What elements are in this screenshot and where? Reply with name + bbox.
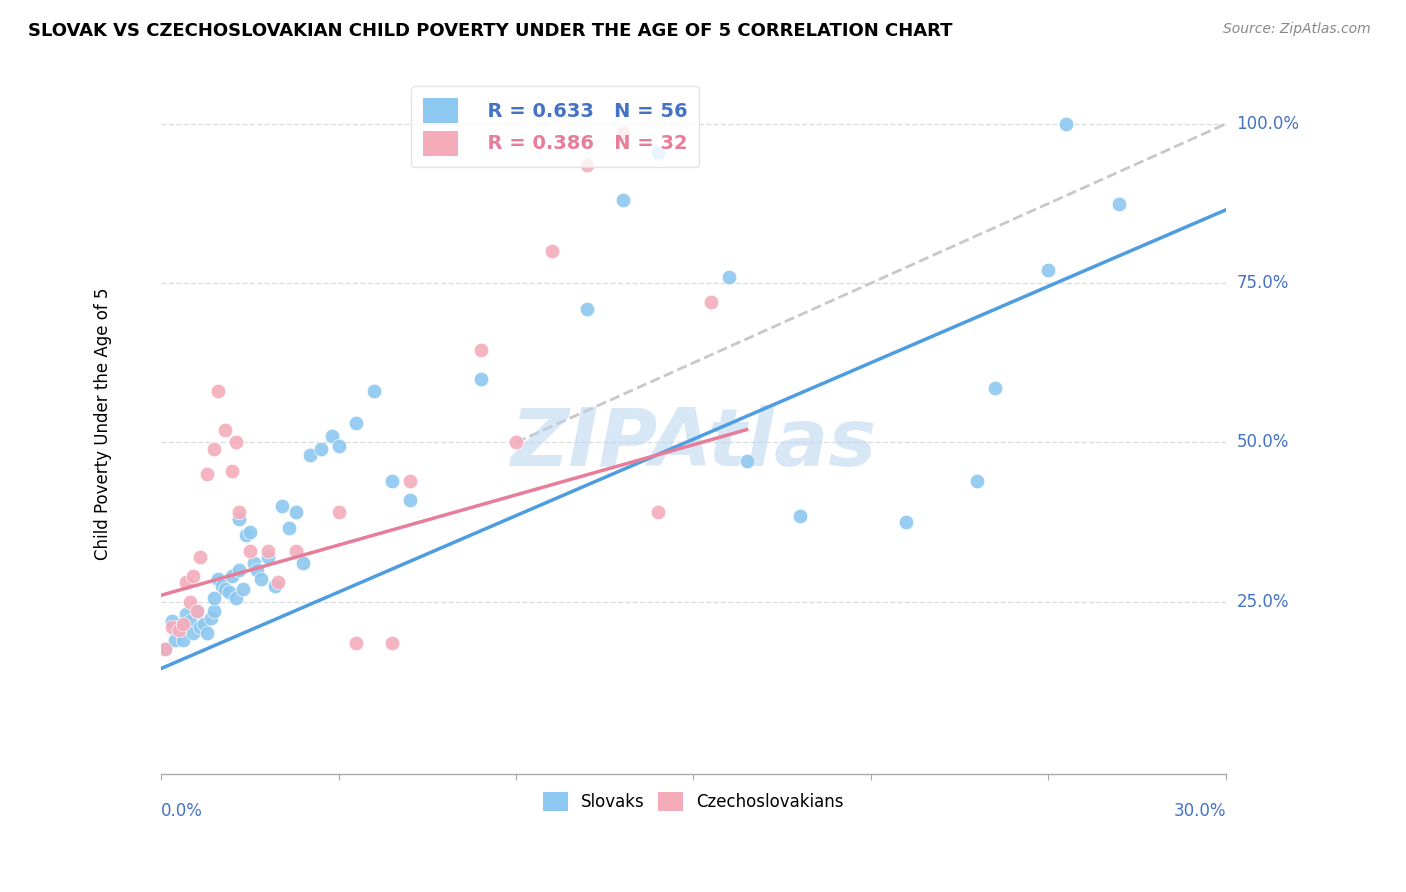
Point: [197, 467, 219, 482]
Point: [344, 417, 367, 431]
Point: [896, 515, 918, 529]
Point: [221, 569, 243, 583]
Point: [239, 543, 262, 558]
Text: SLOVAK VS CZECHOSLOVAKIAN CHILD POVERTY UNDER THE AGE OF 5 CORRELATION CHART: SLOVAK VS CZECHOSLOVAKIAN CHILD POVERTY …: [28, 22, 953, 40]
Point: [193, 616, 215, 631]
Point: [207, 384, 229, 399]
Point: [1038, 263, 1060, 277]
Point: [647, 505, 669, 519]
Point: [256, 543, 278, 558]
Point: [470, 343, 492, 357]
Text: Child Poverty Under the Age of 5: Child Poverty Under the Age of 5: [94, 287, 111, 559]
Point: [612, 127, 634, 141]
Point: [204, 591, 226, 606]
Point: [228, 512, 250, 526]
Text: 75.0%: 75.0%: [1236, 274, 1289, 293]
Point: [179, 614, 201, 628]
Point: [186, 604, 208, 618]
Point: [576, 158, 599, 172]
Point: [235, 527, 257, 541]
Point: [214, 423, 236, 437]
Point: [700, 295, 723, 310]
Point: [612, 194, 634, 208]
Point: [242, 557, 264, 571]
Point: [576, 301, 599, 316]
Point: [181, 569, 204, 583]
Point: [505, 435, 527, 450]
Point: [292, 557, 315, 571]
Point: [211, 579, 233, 593]
Point: [228, 563, 250, 577]
Point: [181, 626, 204, 640]
Point: [278, 521, 301, 535]
Point: [186, 604, 208, 618]
Point: [789, 508, 811, 523]
Point: [153, 642, 176, 657]
Point: [188, 620, 211, 634]
Point: [717, 269, 740, 284]
Text: 25.0%: 25.0%: [1236, 592, 1289, 611]
Point: [207, 572, 229, 586]
Point: [1054, 117, 1077, 131]
Point: [249, 572, 271, 586]
Point: [167, 620, 190, 634]
Point: [225, 591, 247, 606]
Point: [381, 636, 404, 650]
Point: [214, 582, 236, 596]
Legend: Slovaks, Czechoslovakians: Slovaks, Czechoslovakians: [536, 785, 851, 818]
Point: [218, 585, 240, 599]
Point: [470, 372, 492, 386]
Point: [735, 454, 758, 468]
Point: [246, 563, 269, 577]
Point: [363, 384, 385, 399]
Point: [540, 244, 562, 259]
Point: [174, 607, 197, 622]
Point: [328, 505, 350, 519]
Point: [381, 474, 404, 488]
Point: [197, 626, 219, 640]
Point: [160, 614, 183, 628]
Text: 30.0%: 30.0%: [1173, 802, 1226, 820]
Point: [263, 579, 285, 593]
Text: 100.0%: 100.0%: [1236, 115, 1299, 133]
Text: 0.0%: 0.0%: [162, 802, 202, 820]
Point: [165, 632, 187, 647]
Point: [239, 524, 262, 539]
Point: [172, 632, 194, 647]
Point: [321, 429, 343, 443]
Point: [204, 604, 226, 618]
Point: [172, 616, 194, 631]
Point: [1108, 196, 1130, 211]
Point: [225, 435, 247, 450]
Point: [267, 575, 290, 590]
Point: [285, 505, 308, 519]
Point: [174, 575, 197, 590]
Point: [285, 543, 308, 558]
Point: [299, 448, 322, 462]
Point: [344, 636, 367, 650]
Point: [221, 464, 243, 478]
Point: [232, 582, 254, 596]
Text: Source: ZipAtlas.com: Source: ZipAtlas.com: [1223, 22, 1371, 37]
Point: [188, 549, 211, 564]
Point: [228, 505, 250, 519]
Text: ZIPAtlas: ZIPAtlas: [510, 405, 876, 483]
Point: [270, 499, 292, 513]
Point: [647, 145, 669, 160]
Point: [179, 594, 201, 608]
Point: [160, 620, 183, 634]
Point: [1320, 636, 1343, 650]
Point: [984, 381, 1007, 395]
Point: [398, 492, 420, 507]
Point: [309, 442, 332, 456]
Point: [966, 474, 988, 488]
Point: [398, 474, 420, 488]
Point: [167, 624, 190, 638]
Point: [328, 438, 350, 452]
Point: [204, 442, 226, 456]
Point: [256, 549, 278, 564]
Point: [200, 610, 222, 624]
Text: 50.0%: 50.0%: [1236, 434, 1289, 451]
Point: [153, 642, 176, 657]
